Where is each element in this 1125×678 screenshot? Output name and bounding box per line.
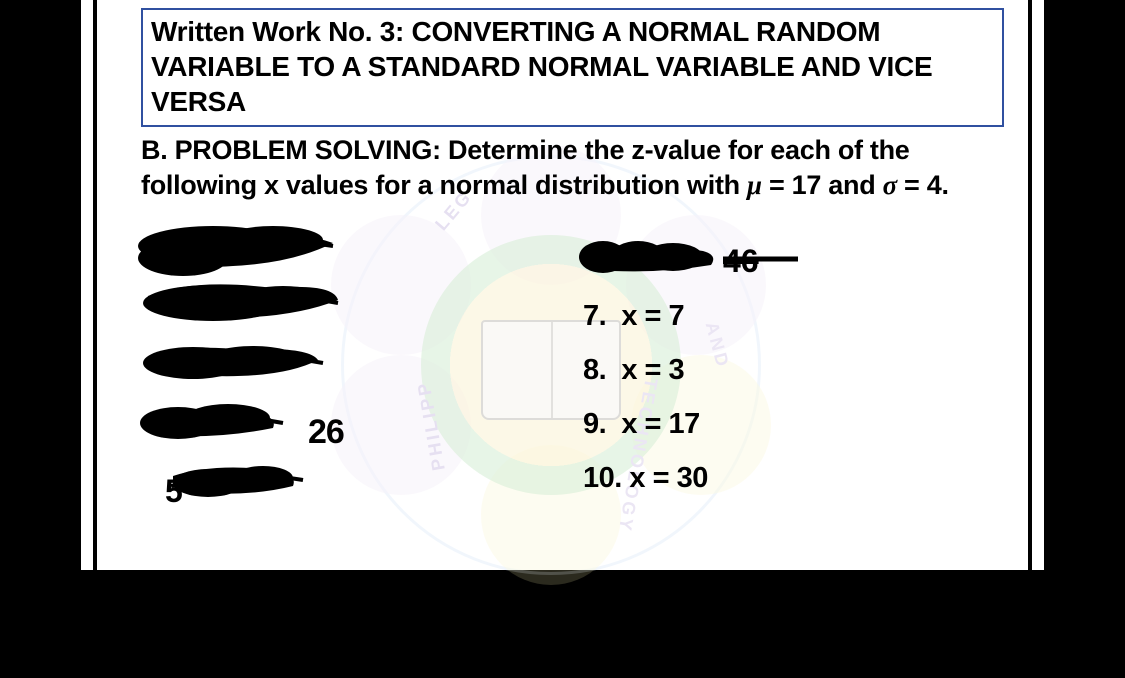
- worksheet-title: Written Work No. 3: CONVERTING A NORMAL …: [151, 14, 994, 119]
- problem-6-scribbled: 46: [583, 243, 708, 281]
- fragment-46: 46: [723, 243, 759, 280]
- problem-9-expr: x = 17: [621, 408, 699, 441]
- mu-value: 17: [792, 170, 821, 200]
- problem-8: 8. x = 3: [583, 351, 708, 389]
- problem-10: 10. x = 30: [583, 459, 708, 497]
- problems-left-column: 26 5: [153, 243, 373, 543]
- instruction-conj: and: [821, 170, 883, 200]
- problem-8-num: 8.: [583, 354, 606, 387]
- title-box: Written Work No. 3: CONVERTING A NORMAL …: [141, 8, 1004, 127]
- instruction-prefix: B. PROBLEM SOLVING:: [141, 135, 448, 165]
- content-area: Written Work No. 3: CONVERTING A NORMAL …: [141, 8, 1004, 543]
- problem-10-num: 10.: [583, 462, 622, 495]
- fragment-5: 5: [165, 473, 183, 510]
- problem-8-expr: x = 3: [621, 354, 684, 387]
- fragment-26: 26: [308, 413, 344, 452]
- problems-container: 26 5: [141, 213, 1004, 543]
- sigma-value: 4: [927, 170, 942, 200]
- problem-9-num: 9.: [583, 408, 606, 441]
- problem-7-num: 7.: [583, 300, 606, 333]
- instruction-text: B. PROBLEM SOLVING: Determine the z-valu…: [141, 133, 1004, 203]
- problem-9: 9. x = 17: [583, 405, 708, 443]
- worksheet-page: PHILIPP LEG AND TECHNOLOGY Written Work …: [75, 0, 1050, 570]
- problem-7: 7. x = 7: [583, 297, 708, 335]
- problem-7-expr: x = 7: [621, 300, 684, 333]
- scribble-right-item: [573, 237, 803, 281]
- problems-right-column: 46 7. x = 7 8. x = 3 9. x = 17 10. x = 3…: [583, 243, 708, 543]
- problem-10-expr: x = 30: [629, 462, 707, 495]
- sigma-symbol: σ: [883, 170, 897, 200]
- mu-symbol: μ: [747, 170, 762, 200]
